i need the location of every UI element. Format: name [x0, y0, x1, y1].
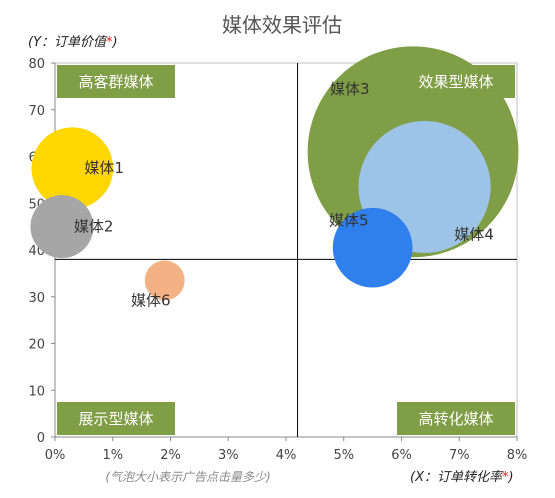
quadrant-label-bottom-right: 高转化媒体 — [418, 410, 493, 428]
x-tick-label: 1% — [102, 448, 123, 463]
bubble-label-4: 媒体4 — [454, 226, 494, 244]
bubble-5 — [332, 207, 413, 288]
x-tick-label: 4% — [276, 448, 297, 463]
x-tick-label: 7% — [449, 448, 470, 463]
y-axis-ticks: 01020304050607080 — [28, 57, 55, 446]
quadrant-label-box-top-right — [397, 65, 515, 98]
bubble-label-2: 媒体2 — [74, 218, 114, 236]
bubble-label-6: 媒体6 — [131, 291, 171, 309]
bubble-2 — [30, 195, 94, 259]
quadrant-label-bottom-left: 展示型媒体 — [78, 410, 153, 428]
bubbles — [30, 46, 519, 301]
quadrant-dividers — [55, 63, 517, 437]
bubble-label-1: 媒体1 — [84, 159, 124, 177]
y-tick-label: 30 — [28, 291, 45, 306]
x-tick-label: 8% — [507, 448, 528, 463]
x-axis-label: (X：订单转化率*) — [410, 469, 514, 485]
y-tick-label: 70 — [28, 104, 45, 119]
quadrant-label-box-bottom-right — [397, 402, 515, 435]
quadrant-label-top-left: 高客群媒体 — [78, 73, 153, 91]
quadrant-label-box-top-left — [57, 65, 175, 98]
quadrant-label-top-right: 效果型媒体 — [418, 73, 493, 91]
x-tick-label: 6% — [391, 448, 412, 463]
bubble-1 — [31, 127, 114, 210]
y-axis-label: (Y：订单价值*) — [28, 35, 118, 50]
y-tick-label: 20 — [28, 338, 45, 353]
x-tick-label: 3% — [218, 448, 239, 463]
y-tick-label: 0 — [37, 431, 45, 446]
y-tick-label: 10 — [28, 384, 45, 399]
bubble-6 — [144, 260, 185, 301]
chart-title: 媒体效果评估 — [222, 13, 342, 37]
quadrant-label-box-bottom-left — [57, 402, 175, 435]
bubble-label-5: 媒体5 — [329, 212, 369, 230]
x-tick-label: 5% — [333, 448, 354, 463]
y-tick-label: 80 — [28, 57, 45, 72]
x-tick-label: 2% — [160, 448, 181, 463]
bubble-label-3: 媒体3 — [330, 80, 370, 98]
x-axis-ticks: 0% 1% 2% 3% 4% 5% 6% 7% 8% — [45, 437, 528, 463]
x-tick-label: 0% — [45, 448, 66, 463]
bubble-size-caption: (气泡大小表示广告点击量多少) — [105, 470, 270, 484]
bubble-labels: 媒体1 媒体2 媒体3 媒体4 媒体5 媒体6 — [74, 80, 494, 310]
